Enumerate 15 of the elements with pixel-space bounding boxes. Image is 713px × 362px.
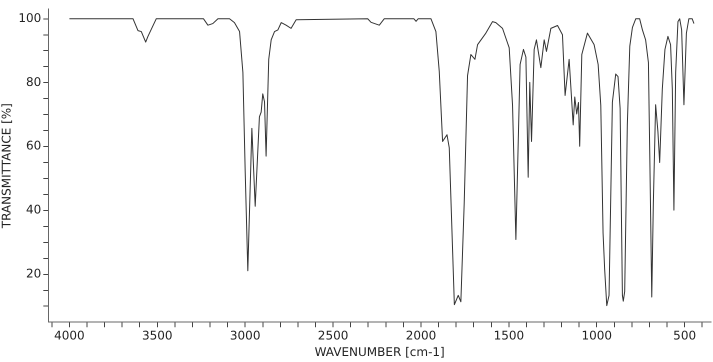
y-tick-label: 80 <box>26 74 42 89</box>
y-axis-title: TRANSMITTANCE [%] <box>0 103 14 230</box>
x-tick-label: 1500 <box>494 328 524 343</box>
x-tick-label: 1000 <box>581 328 612 343</box>
y-tick-label: 20 <box>26 266 42 280</box>
x-tick-label: 3500 <box>142 328 173 343</box>
x-tick-label: 2500 <box>318 328 348 343</box>
x-tick-label: 500 <box>673 328 696 343</box>
y-tick-label: 100 <box>18 10 42 25</box>
x-axis-title: WAVENUMBER [cm-1] <box>314 344 445 359</box>
x-tick-label: 2000 <box>406 328 436 343</box>
y-tick-label: 60 <box>26 138 42 153</box>
x-tick-label: 3000 <box>230 328 260 343</box>
x-tick-label: 4000 <box>54 328 85 343</box>
y-tick-label: 40 <box>26 202 42 217</box>
